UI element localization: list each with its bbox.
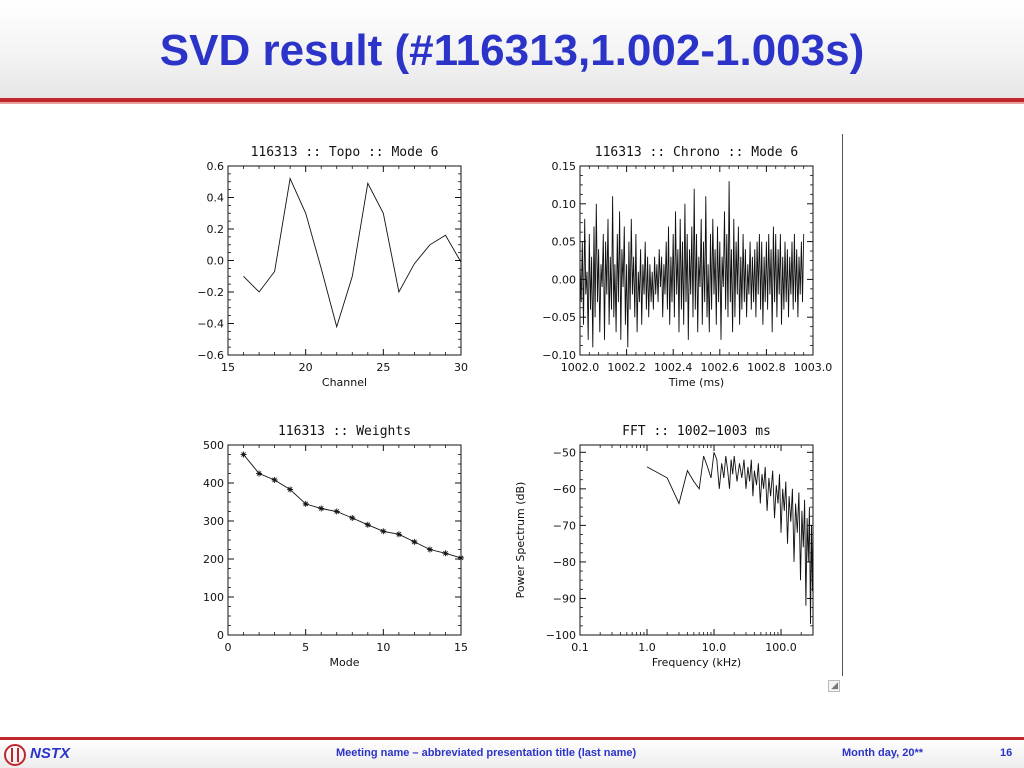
footer-meeting-name: Meeting name – abbreviated presentation … [336,747,637,759]
footer-divider [0,737,1024,740]
y-tick-label: 0.10 [552,198,577,211]
data-point-marker [302,500,309,507]
slide-header [0,0,1024,98]
x-axis-label-chrono: Time (ms) [668,376,724,389]
data-point-marker [411,538,418,545]
y-tick-label: 100 [203,591,224,604]
y-tick-label: 200 [203,553,224,566]
y-tick-label: 0.00 [552,273,577,286]
chart-panel-chrono: 116313 :: Chrono :: Mode 60.150.100.050.… [542,145,832,389]
x-tick-label: 1002.8 [747,361,786,374]
y-tick-label: −90 [553,592,576,605]
series-line-topo [243,177,462,329]
chart-title-weights: 116313 :: Weights [278,424,411,439]
svd-plots-svg: 116313 :: Topo :: Mode 60.60.40.20.0−0.2… [197,145,832,669]
footer-date: Month day, 20** [842,747,924,759]
x-tick-label: 5 [302,641,309,654]
figure-right-border [842,134,843,676]
resize-grip-icon[interactable]: ◢ [828,680,840,692]
data-point-marker [380,528,387,535]
y-tick-label: −0.4 [197,318,224,331]
plot-frame-fft [579,444,814,636]
data-point-marker [271,476,278,483]
y-tick-label: 0 [217,629,224,642]
y-tick-label: −70 [553,519,576,532]
x-tick-label: 15 [221,361,235,374]
x-tick-label: 1002.2 [607,361,646,374]
x-axis-label-fft: Frequency (kHz) [652,656,741,669]
chart-title-chrono: 116313 :: Chrono :: Mode 6 [595,145,799,160]
y-tick-label: −0.6 [197,349,224,362]
data-point-marker [287,486,294,493]
y-axis-label-fft: Power Spectrum (dB) [514,482,527,599]
slide-title: SVD result (#116313,1.002-1.003s) [159,26,865,75]
y-tick-label: 300 [203,515,224,528]
y-tick-label: −50 [553,446,576,459]
plot-frame-weights [227,444,462,636]
nstx-logo-icon [4,744,26,766]
data-point-marker [240,451,247,458]
y-tick-label: 0.0 [207,255,225,268]
x-axis-label-topo: Channel [322,376,367,389]
chart-title-topo: 116313 :: Topo :: Mode 6 [251,145,439,160]
chart-title-fft: FFT :: 1002−1003 ms [622,424,771,439]
x-tick-label: 20 [299,361,313,374]
x-axis-label-weights: Mode [330,656,360,669]
chart-panel-fft: FFT :: 1002−1003 ms−50−60−70−80−90−1000.… [514,424,814,669]
header-divider-shadow [0,102,1024,104]
data-point-marker [458,554,464,561]
data-point-marker [395,531,402,538]
x-tick-label: 1003.0 [794,361,833,374]
y-tick-label: 0.05 [552,236,577,249]
x-tick-label: 0 [225,641,232,654]
chart-panel-topo: 116313 :: Topo :: Mode 60.60.40.20.0−0.2… [197,145,468,389]
series-line-weights [243,454,462,559]
x-tick-label: 25 [376,361,390,374]
y-tick-label: 0.2 [207,223,225,236]
header-divider [0,98,1024,102]
y-tick-label: −0.05 [542,311,576,324]
data-point-marker [442,550,449,557]
y-tick-label: 500 [203,439,224,452]
y-tick-label: −60 [553,483,576,496]
data-point-marker [426,546,433,553]
x-tick-label: 30 [454,361,468,374]
x-tick-label: 10.0 [702,641,727,654]
x-tick-label: 1002.6 [701,361,740,374]
data-point-marker [318,505,325,512]
footer-logo-text: NSTX [30,745,71,762]
series-line-fft [646,452,814,625]
slide-footer [0,740,1024,768]
y-tick-label: 0.15 [552,160,577,173]
y-tick-label: 400 [203,477,224,490]
data-point-marker [256,470,263,477]
data-point-marker [364,521,371,528]
x-tick-label: 10 [376,641,390,654]
x-tick-label: 0.1 [571,641,589,654]
y-tick-label: −0.10 [542,349,576,362]
x-tick-label: 1.0 [638,641,656,654]
y-tick-label: −100 [546,629,576,642]
x-tick-label: 1002.4 [654,361,693,374]
y-tick-label: 0.4 [207,192,225,205]
data-point-marker [333,508,340,515]
data-point-marker [349,514,356,521]
x-tick-label: 100.0 [765,641,797,654]
x-tick-label: 1002.0 [561,361,600,374]
plot-frame-topo [227,165,462,356]
footer-page-number: 16 [1000,747,1013,759]
y-tick-label: 0.6 [207,160,225,173]
y-tick-label: −80 [553,556,576,569]
x-tick-label: 15 [454,641,468,654]
series-line-chrono [579,181,805,348]
y-tick-label: −0.2 [197,286,224,299]
